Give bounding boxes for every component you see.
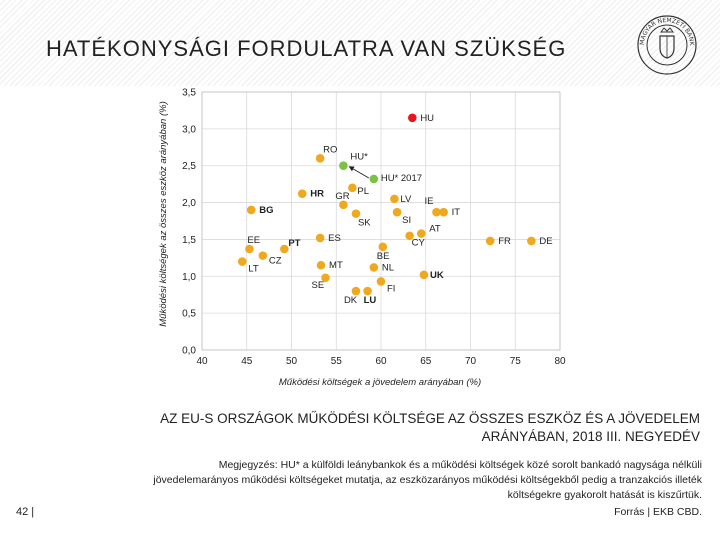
point-label: HU* 2017: [381, 173, 422, 184]
data-point-lu: [363, 286, 372, 296]
point-label: IT: [452, 207, 461, 218]
grid: [201, 91, 561, 351]
point-label: MT: [329, 260, 343, 271]
data-point-cz: [258, 251, 268, 260]
point-label: NL: [382, 262, 394, 273]
point-label: UK: [430, 270, 444, 281]
x-tick-label: 70: [465, 356, 477, 367]
point-label: CY: [412, 238, 426, 249]
point-label: EE: [247, 235, 260, 246]
data-point-lv: [390, 194, 399, 204]
y-tick-label: 2,5: [182, 161, 196, 172]
page-title: HATÉKONYSÁGI FORDULATRA VAN SZÜKSÉG: [46, 36, 567, 61]
chart-caption: AZ EU-S ORSZÁGOK MŰKÖDÉSI KÖLTSÉGE AZ ÖS…: [100, 410, 700, 446]
data-point-pt: [280, 244, 289, 254]
data-point-hu: [408, 113, 417, 123]
data-point-hu-2017: [369, 174, 379, 184]
y-tick-label: 1,5: [182, 235, 196, 246]
point-label: LU: [364, 295, 377, 306]
point-label: FR: [498, 236, 511, 247]
note-line-2: jövedelemarányos működési költségeket mu…: [153, 474, 702, 486]
y-tick-label: 3,5: [182, 88, 196, 99]
caption-line-1: AZ EU-S ORSZÁGOK MŰKÖDÉSI KÖLTSÉGE AZ ÖS…: [160, 411, 700, 426]
data-point-bg: [246, 205, 256, 215]
chart-note: Megjegyzés: HU* a külföldi leánybankok é…: [22, 458, 702, 503]
point-label: LT: [248, 264, 259, 275]
point-label: HU*: [350, 152, 368, 163]
source-text: Forrás | EKB CBD.: [614, 506, 702, 518]
data-point-sk: [351, 209, 361, 218]
y-tick-label: 3,0: [182, 124, 196, 135]
note-line-3: költségekre gyakorolt hatását is kiszűrt…: [507, 489, 702, 501]
point-label: SK: [358, 218, 371, 229]
data-point-dk: [351, 286, 361, 296]
point-label: BE: [377, 251, 390, 262]
data-point-it: [439, 207, 448, 217]
point-label: PL: [357, 186, 369, 197]
data-point-fr: [485, 236, 495, 246]
x-tick-label: 65: [420, 356, 432, 367]
data-point-be: [378, 242, 388, 252]
hu-arrow: [348, 166, 370, 179]
point-label: LV: [400, 194, 412, 205]
point-label: FI: [387, 283, 395, 294]
data-point-fi: [376, 277, 386, 286]
point-label: SI: [402, 215, 411, 226]
data-point-ie: [432, 207, 441, 217]
point-label: SE: [312, 280, 325, 291]
point-label: RO: [323, 144, 337, 155]
data-point-hr: [297, 189, 307, 199]
x-tick-label: 40: [196, 356, 208, 367]
data-point-se: [321, 273, 330, 283]
point-label: PT: [288, 238, 300, 249]
data-point-si: [392, 207, 402, 217]
axes: 40 45 50 55 60 65 70 75 80 0,0 0,5 1,0 1,5 2,0 2,5 3,0 3…: [182, 88, 566, 368]
caption-line-2: ARÁNYÁBAN, 2018 III. NEGYEDÉV: [481, 429, 700, 444]
point-label: IE: [424, 196, 433, 207]
point-label: HR: [310, 189, 324, 200]
data-point-uk: [419, 270, 429, 280]
data-point-mt: [316, 260, 326, 270]
data-point-ro: [315, 154, 325, 163]
x-tick-label: 75: [510, 356, 522, 367]
data-point-ee: [245, 244, 254, 254]
data-point-nl: [369, 263, 379, 272]
y-tick-label: 0,5: [182, 309, 196, 320]
point-label: ES: [328, 233, 341, 244]
data-point-cy: [405, 231, 414, 241]
data-point-at: [416, 229, 426, 238]
data-point-hu-: [339, 161, 348, 171]
x-tick-label: 50: [286, 356, 298, 367]
data-points: HU HU* HU* 2017 RO PL HR GR SK LV SI IE IT BG AT ES CY B…: [237, 113, 553, 306]
point-label: GR: [335, 191, 349, 202]
point-label: HU: [420, 113, 434, 124]
y-tick-label: 2,0: [182, 198, 196, 209]
point-label: BG: [259, 205, 273, 216]
y-tick-label: 1,0: [182, 272, 196, 283]
point-label: AT: [429, 224, 441, 235]
plot-frame: [201, 91, 561, 351]
mnb-logo: MAGYAR NEMZETI BANK: [637, 15, 697, 75]
x-axis-label: Működési költségek a jövedelem arányában…: [279, 377, 481, 388]
data-point-de: [527, 236, 536, 246]
point-label: DE: [539, 236, 552, 247]
point-label: CZ: [269, 256, 282, 267]
x-tick-label: 45: [241, 356, 253, 367]
x-tick-label: 60: [375, 356, 387, 367]
x-tick-label: 55: [331, 356, 343, 367]
y-axis-label: Működési költségek az összes eszköz arán…: [158, 101, 169, 326]
x-tick-label: 80: [554, 356, 566, 367]
scatter-chart: 40 45 50 55 60 65 70 75 80 0,0 0,5 1,0 1,5 2,0 2,5 3,0 3…: [158, 88, 566, 389]
data-point-pl: [348, 183, 357, 193]
point-label: DK: [344, 295, 358, 306]
data-point-es: [315, 233, 325, 243]
header-pattern: [0, 0, 720, 86]
page-number: 42 |: [16, 506, 35, 518]
data-point-gr: [339, 200, 348, 210]
data-point-lt: [237, 257, 247, 266]
y-tick-label: 0,0: [182, 346, 196, 357]
note-line-1: Megjegyzés: HU* a külföldi leánybankok é…: [218, 459, 702, 471]
